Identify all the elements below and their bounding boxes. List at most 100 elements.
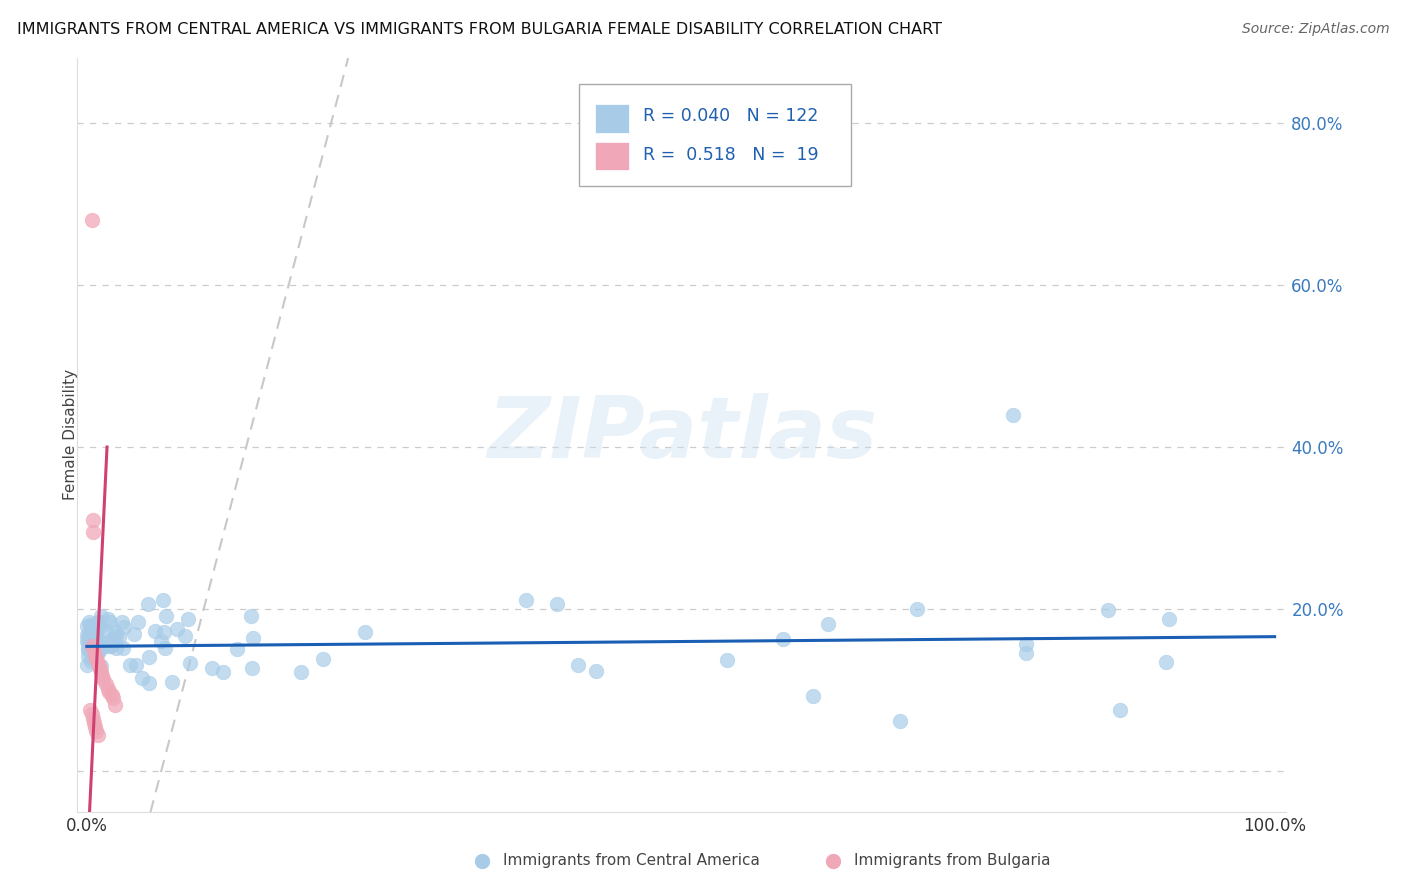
Point xyxy=(82,513,104,527)
Point xyxy=(82,650,104,665)
Point xyxy=(84,649,107,664)
Point xyxy=(242,632,264,646)
Point xyxy=(76,648,98,663)
Point xyxy=(86,618,108,632)
Point xyxy=(240,661,263,675)
Point xyxy=(83,640,105,654)
Point xyxy=(105,629,128,643)
Point xyxy=(98,639,121,653)
Point xyxy=(155,609,177,624)
Point xyxy=(82,650,104,665)
Point xyxy=(82,628,104,642)
Point xyxy=(150,633,173,648)
Point xyxy=(94,624,117,639)
Point xyxy=(89,641,111,656)
Point xyxy=(82,632,104,647)
Point xyxy=(1015,637,1038,651)
Point xyxy=(76,640,98,655)
Point xyxy=(77,630,100,644)
Point xyxy=(97,681,120,696)
Point xyxy=(76,634,98,648)
Point xyxy=(103,632,125,646)
Point xyxy=(91,640,114,654)
Point xyxy=(86,652,108,666)
Point xyxy=(76,628,98,642)
Point xyxy=(94,676,117,690)
Text: R = 0.040   N = 122: R = 0.040 N = 122 xyxy=(643,107,818,125)
Point xyxy=(97,612,120,626)
Point xyxy=(82,637,104,651)
Point xyxy=(87,643,110,657)
FancyBboxPatch shape xyxy=(579,85,851,186)
Point xyxy=(82,213,104,227)
Point xyxy=(80,640,103,654)
Point xyxy=(86,617,108,632)
Point xyxy=(101,691,124,706)
Point xyxy=(716,653,738,667)
Point xyxy=(79,625,101,640)
Point xyxy=(83,648,105,662)
Point xyxy=(87,658,110,673)
Point xyxy=(80,707,103,722)
Point xyxy=(76,636,98,650)
Point xyxy=(98,615,121,629)
Point xyxy=(83,629,105,643)
Point xyxy=(79,634,101,648)
Point xyxy=(127,615,149,630)
Point xyxy=(1097,603,1119,617)
Point xyxy=(87,641,110,656)
Point xyxy=(166,623,188,637)
Point xyxy=(79,640,101,654)
Point xyxy=(86,632,108,646)
Point xyxy=(354,625,377,640)
Point xyxy=(87,615,110,629)
Point xyxy=(84,720,107,734)
Point xyxy=(80,651,103,665)
Point xyxy=(82,627,104,641)
Point xyxy=(80,644,103,658)
Point xyxy=(120,658,142,673)
Point xyxy=(131,671,153,685)
Point xyxy=(90,608,112,623)
Point xyxy=(80,654,103,668)
Point xyxy=(907,602,929,616)
Text: Source: ZipAtlas.com: Source: ZipAtlas.com xyxy=(1241,22,1389,37)
Bar xyxy=(595,142,628,170)
Point xyxy=(86,656,108,670)
Point xyxy=(79,641,101,656)
Point xyxy=(98,639,121,653)
Point xyxy=(80,632,103,646)
Point xyxy=(101,639,124,653)
Point xyxy=(79,631,101,645)
Point xyxy=(772,632,794,646)
Point xyxy=(87,647,110,661)
Point xyxy=(82,525,104,540)
Point xyxy=(98,634,121,648)
Point xyxy=(83,644,105,658)
Point xyxy=(124,658,146,673)
Point xyxy=(585,664,607,678)
Point xyxy=(77,632,100,646)
Point xyxy=(84,628,107,642)
Point xyxy=(179,656,201,670)
Point xyxy=(1157,612,1180,626)
Point xyxy=(112,640,135,655)
Point xyxy=(136,597,159,611)
Text: Immigrants from Bulgaria: Immigrants from Bulgaria xyxy=(853,854,1050,868)
Point xyxy=(111,615,134,630)
Point xyxy=(82,712,104,726)
Point xyxy=(93,637,115,651)
Point xyxy=(211,665,233,679)
Point xyxy=(84,640,107,655)
Point xyxy=(79,703,101,717)
Point xyxy=(83,647,105,661)
Y-axis label: Female Disability: Female Disability xyxy=(63,369,77,500)
Point xyxy=(100,688,122,702)
Point xyxy=(105,640,128,655)
Point xyxy=(515,593,537,607)
Point xyxy=(104,698,127,712)
Text: R =  0.518   N =  19: R = 0.518 N = 19 xyxy=(643,146,818,164)
Point xyxy=(122,627,145,641)
Point xyxy=(153,624,176,639)
Point xyxy=(76,618,98,632)
